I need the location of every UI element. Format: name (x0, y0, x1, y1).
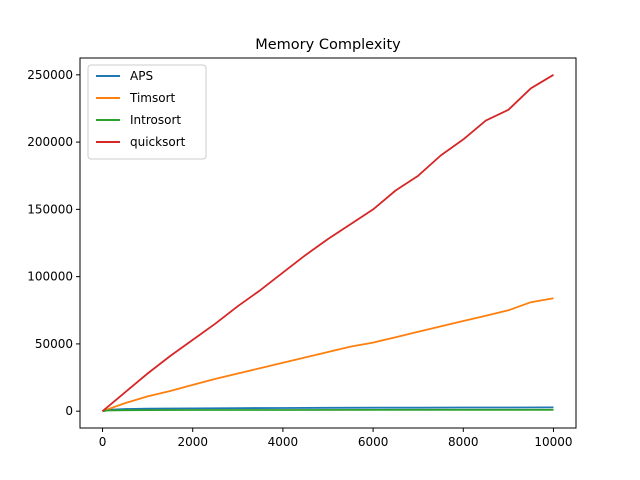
x-tick-label: 0 (99, 435, 107, 449)
x-tick-label: 2000 (177, 435, 208, 449)
series-line-quicksort (101, 74, 554, 412)
y-tick-label: 250000 (27, 68, 73, 82)
x-tick-label: 10000 (534, 435, 572, 449)
series-line-introsort (102, 408, 554, 413)
legend-box (87, 64, 207, 160)
y-tick-label: 100000 (27, 270, 73, 284)
x-tick-label: 8000 (448, 435, 479, 449)
legend-label: quicksort (130, 135, 186, 149)
series-line-timsort (102, 297, 554, 413)
axis-ticks: 0 2000 4000 6000 8000 10000050000100000150000… (27, 68, 572, 449)
legend: APS Timsort Introsort quicksort (87, 64, 207, 160)
legend-label: Introsort (130, 113, 181, 127)
plot-lines (101, 74, 554, 413)
y-tick-label: 0 (65, 404, 73, 418)
legend-label: Timsort (129, 91, 176, 105)
x-tick-label: 4000 (268, 435, 299, 449)
y-tick-label: 150000 (27, 202, 73, 216)
chart-title: Memory Complexity (255, 37, 401, 53)
legend-label: APS (130, 69, 153, 83)
y-tick-label: 200000 (27, 135, 73, 149)
x-tick-label: 6000 (358, 435, 389, 449)
y-tick-label: 50000 (35, 337, 73, 351)
plot-area-frame (79, 57, 577, 429)
